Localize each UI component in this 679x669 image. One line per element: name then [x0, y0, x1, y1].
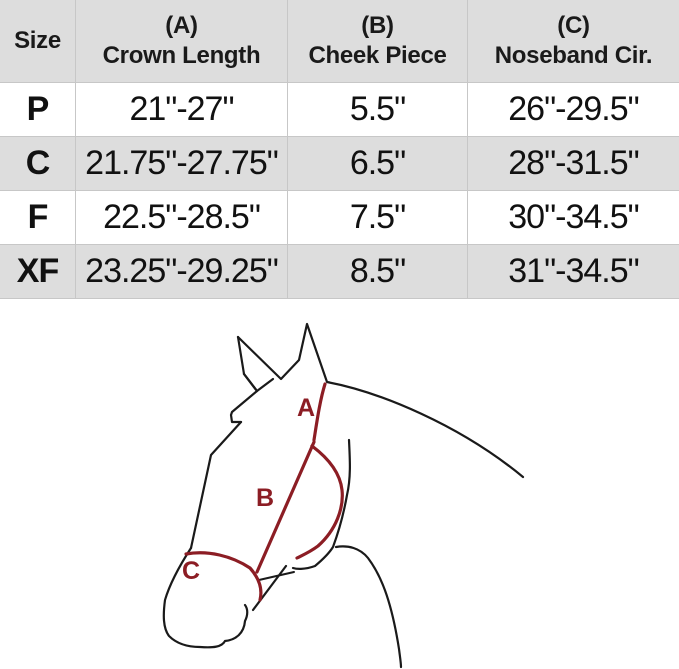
- svg-text:B: B: [256, 484, 274, 512]
- svg-text:A: A: [297, 394, 315, 422]
- svg-text:C: C: [182, 557, 200, 585]
